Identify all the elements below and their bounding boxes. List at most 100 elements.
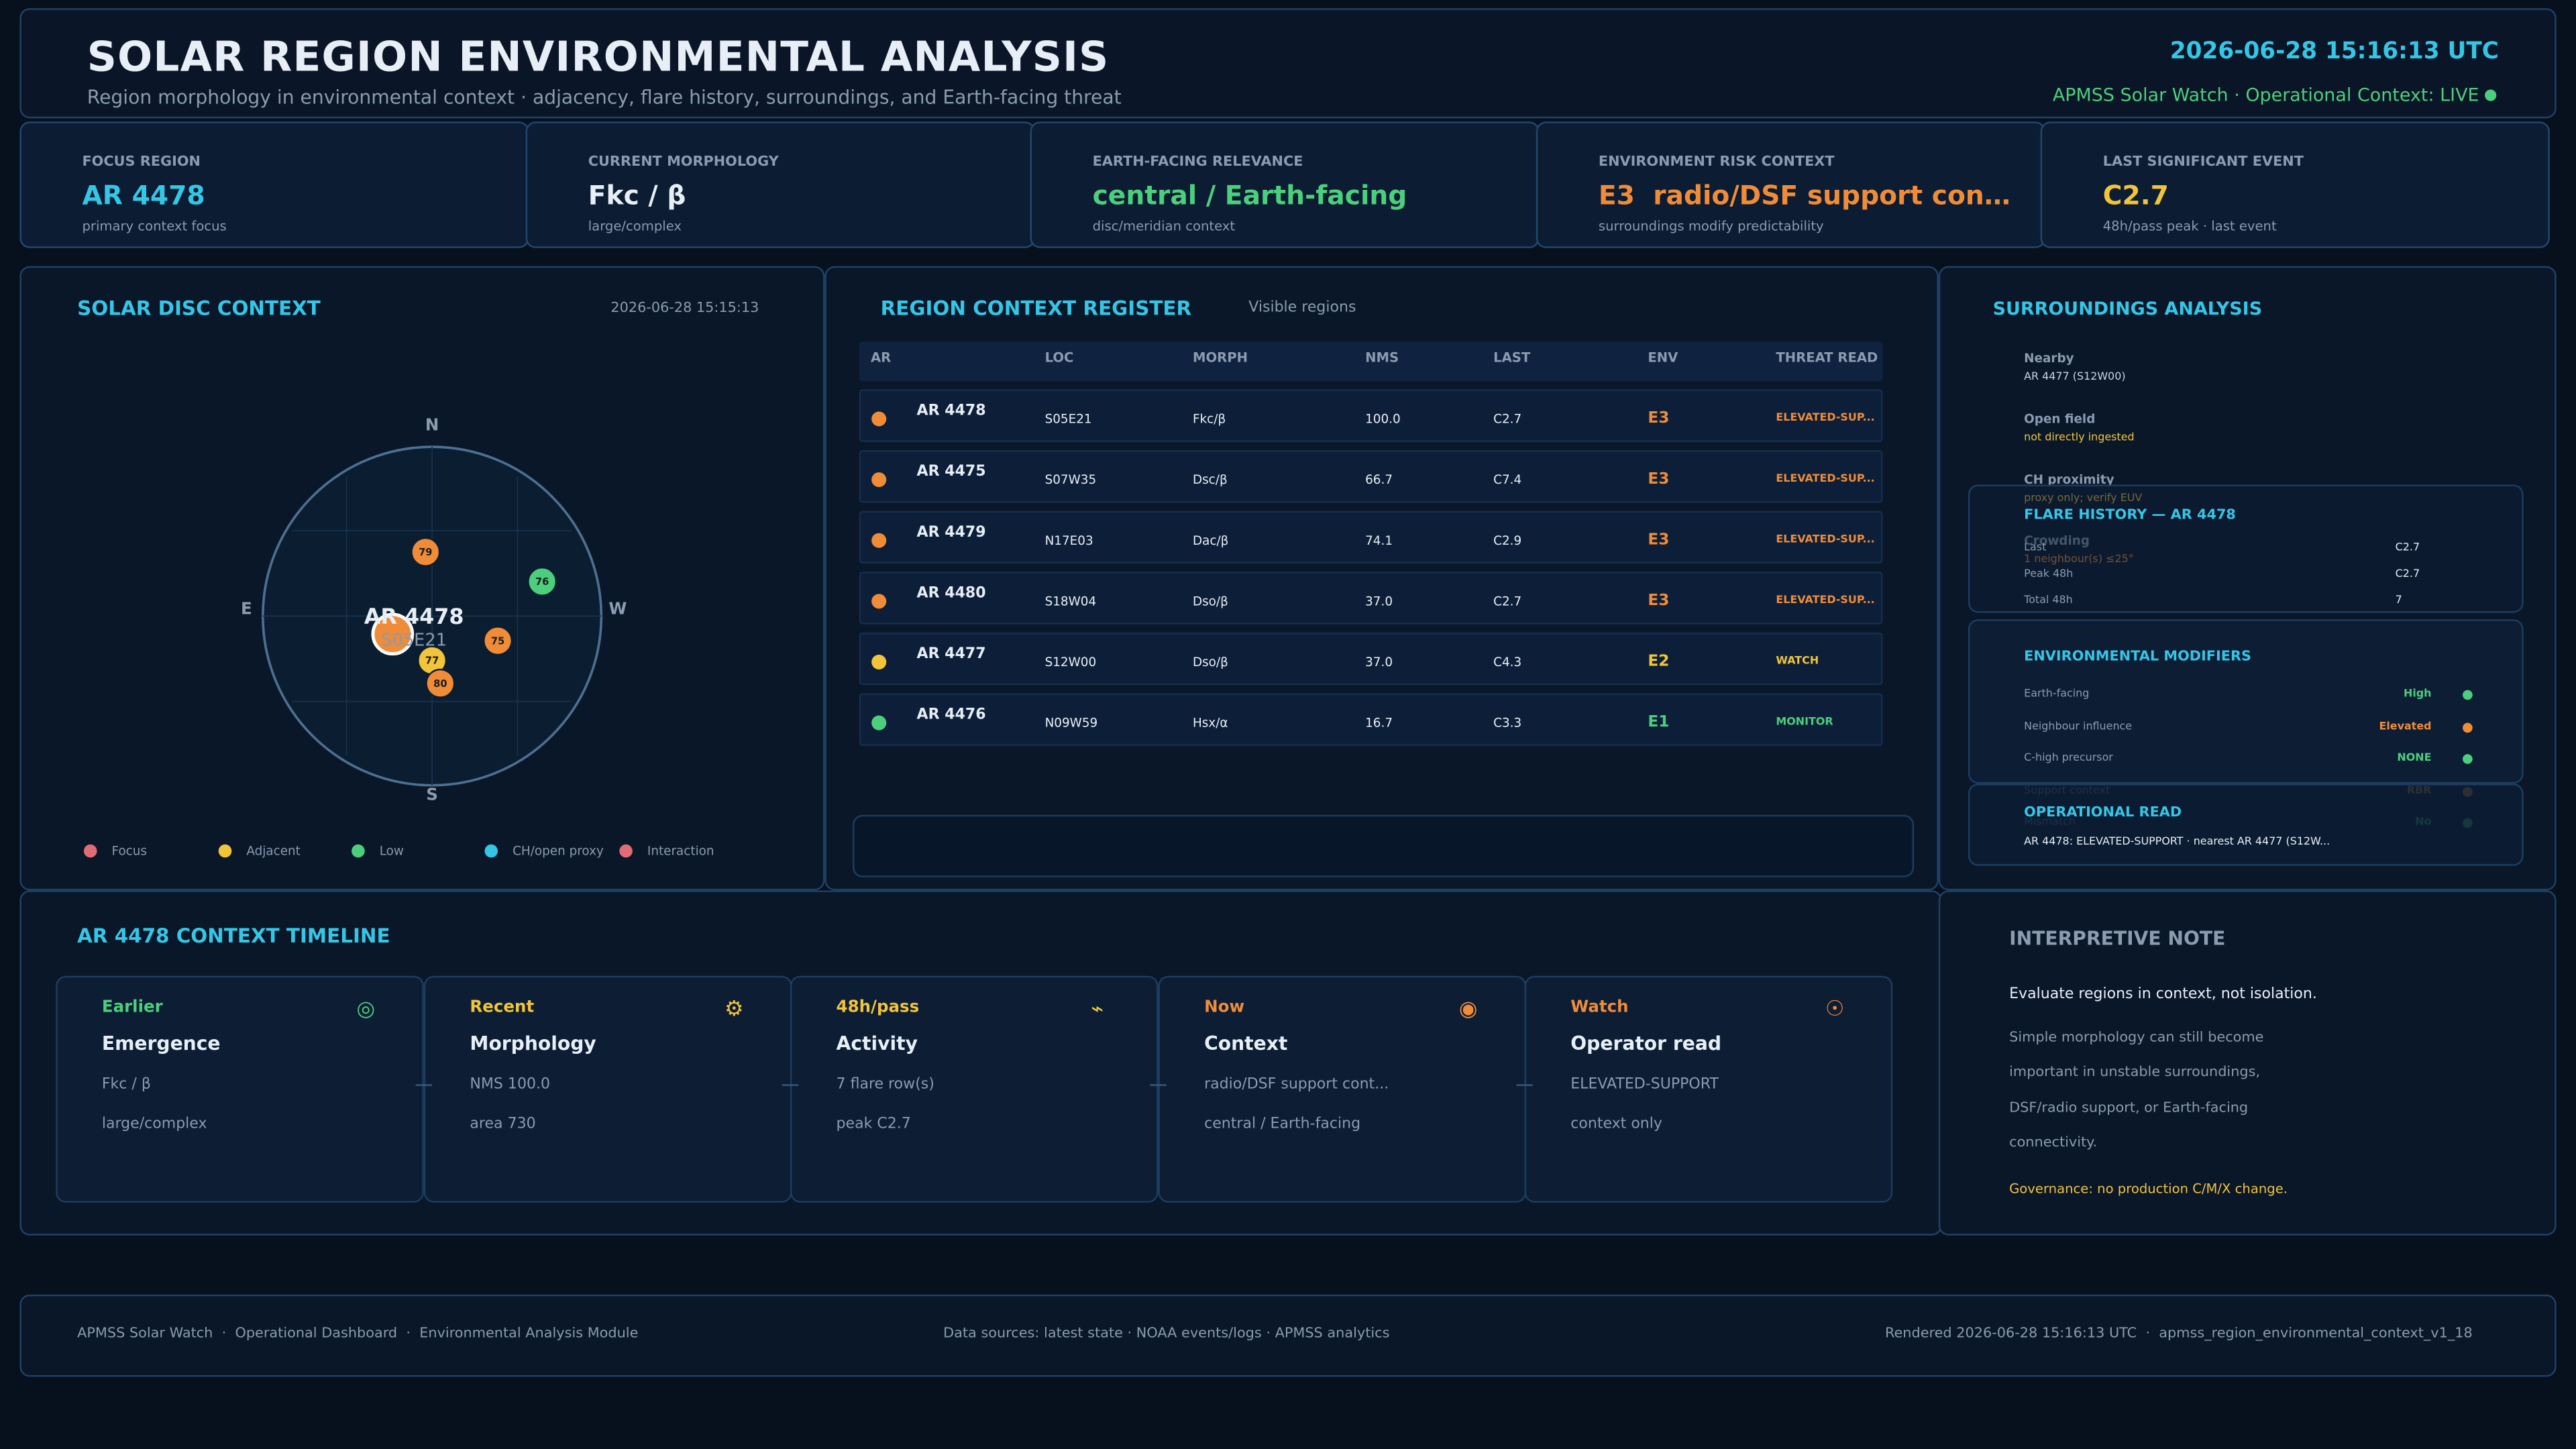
table-row: [859, 693, 1883, 746]
note-line: DSF/radio support, or Earth-facing: [2009, 1099, 2249, 1117]
flare-value: 7: [2395, 593, 2402, 606]
compass-label: N: [425, 415, 439, 434]
panel-title: INTERPRETIVE NOTE: [2009, 926, 2226, 950]
kpi-value: Fkc / β: [588, 179, 686, 211]
row-dot: [871, 715, 887, 731]
table-cell: C2.7: [1493, 594, 1522, 609]
column-header: THREAT READ: [1776, 350, 1878, 366]
timeline-icon: ◉: [1458, 998, 1478, 1022]
focus-label: AR 4478: [364, 604, 464, 629]
table-row: [859, 632, 1883, 686]
modifier-dot: [2463, 690, 2473, 700]
timeline-line: 7 flare row(s): [836, 1077, 934, 1094]
timeline-phase: Now: [1204, 998, 1245, 1017]
timeline-card: [56, 975, 424, 1203]
flare-value: C2.7: [2395, 567, 2420, 580]
legend-dot: [352, 844, 365, 858]
header-panel: [19, 8, 2557, 119]
kpi-value: C2.7: [2102, 179, 2169, 211]
note-governance: Governance: no production C/M/X change.: [2009, 1181, 2288, 1197]
flare-value: C2.7: [2395, 540, 2420, 554]
table-cell: C2.9: [1493, 533, 1522, 548]
table-cell: 74.1: [1365, 533, 1393, 548]
table-cell: Dso/β: [1192, 654, 1228, 669]
timeline-connector: [1516, 1084, 1533, 1086]
live-dot: [2485, 89, 2497, 101]
surrounding-label: Open field: [2024, 411, 2096, 427]
table-cell: WATCH: [1776, 653, 1819, 667]
table-cell: AR 4480: [916, 586, 986, 602]
legend-label: Adjacent: [246, 843, 301, 859]
legend-dot: [83, 844, 97, 858]
table-cell: 37.0: [1365, 594, 1393, 609]
row-dot: [871, 533, 887, 548]
surrounding-label: Nearby: [2024, 350, 2074, 366]
page-subtitle: Region morphology in environmental conte…: [87, 85, 1122, 109]
region-marker-label: 80: [433, 678, 447, 690]
table-cell: MONITOR: [1776, 714, 1833, 729]
table-cell: 100.0: [1365, 411, 1401, 427]
row-dot: [871, 411, 887, 427]
table-cell: E3: [1648, 409, 1670, 428]
legend-dot: [619, 844, 633, 858]
panel-title: REGION CONTEXT REGISTER: [880, 297, 1192, 321]
panel-title: SOLAR DISC CONTEXT: [77, 297, 321, 321]
footer-right: Rendered 2026-06-28 15:16:13 UTC · apmss…: [1884, 1326, 2473, 1342]
modifier-label: C-high precursor: [2024, 751, 2113, 765]
timeline-line: NMS 100.0: [470, 1077, 551, 1094]
timeline-title: Operator read: [1570, 1032, 1722, 1055]
legend-label: Interaction: [647, 843, 714, 859]
kpi-note: large/complex: [588, 219, 682, 234]
table-cell: AR 4478: [916, 403, 986, 420]
env-modifiers-box: [1968, 619, 2524, 784]
table-row: [859, 450, 1883, 503]
panel-subtitle: Visible regions: [1248, 300, 1356, 317]
column-header: ENV: [1648, 350, 1678, 366]
timeline-line: peak C2.7: [836, 1116, 911, 1133]
timeline-icon: ⌁: [1091, 998, 1104, 1022]
panel-title: AR 4478 CONTEXT TIMELINE: [77, 924, 390, 948]
kpi-label: EARTH-FACING RELEVANCE: [1092, 154, 1303, 171]
region-marker: [483, 626, 513, 656]
table-cell: E3: [1648, 531, 1670, 549]
flare-label: Total 48h: [2024, 593, 2073, 606]
kpi-label: ENVIRONMENT RISK CONTEXT: [1598, 154, 1835, 171]
table-row: [859, 511, 1883, 564]
kpi-card: [1030, 121, 1540, 248]
row-dot: [871, 654, 887, 669]
table-cell: E1: [1648, 713, 1670, 732]
note-line: connectivity.: [2009, 1134, 2098, 1152]
table-cell: 37.0: [1365, 654, 1393, 669]
column-header: AR: [870, 350, 892, 366]
legend-label: CH/open proxy: [513, 843, 604, 859]
column-header: LOC: [1044, 350, 1074, 366]
table-cell: C4.3: [1493, 654, 1522, 669]
box-title: ENVIRONMENTAL MODIFIERS: [2024, 649, 2252, 665]
timeline-line: ELEVATED-SUPPORT: [1570, 1077, 1719, 1094]
modifier-dot: [2463, 754, 2473, 764]
flare-label: Peak 48h: [2024, 567, 2074, 580]
region-marker-label: 76: [535, 576, 549, 588]
timeline-card: [1524, 975, 1893, 1203]
table-cell: E3: [1648, 592, 1670, 610]
kpi-note: surroundings modify predictability: [1598, 219, 1824, 234]
surrounding-value: not directly ingested: [2024, 430, 2135, 444]
column-header: MORPH: [1192, 350, 1248, 366]
table-cell: Fkc/β: [1192, 411, 1226, 427]
box-title: FLARE HISTORY — AR 4478: [2024, 507, 2236, 525]
focus-location: S05E21: [381, 631, 447, 651]
timeline-line: Fkc / β: [101, 1077, 151, 1094]
modifier-value: NONE: [2397, 751, 2432, 765]
compass-label: E: [241, 599, 252, 619]
table-cell: C3.3: [1493, 715, 1522, 731]
modifier-value: Elevated: [2379, 718, 2432, 733]
timeline-card: [423, 975, 792, 1203]
table-cell: AR 4476: [916, 707, 986, 724]
timeline-phase: Earlier: [101, 998, 163, 1017]
modifier-value: High: [2404, 686, 2432, 700]
table-cell: AR 4477: [916, 646, 986, 663]
table-cell: E3: [1648, 470, 1670, 489]
operational-read-box: [1968, 784, 2524, 866]
table-cell: S18W04: [1044, 594, 1097, 609]
footer-center: Data sources: latest state · NOAA events…: [943, 1326, 1390, 1342]
